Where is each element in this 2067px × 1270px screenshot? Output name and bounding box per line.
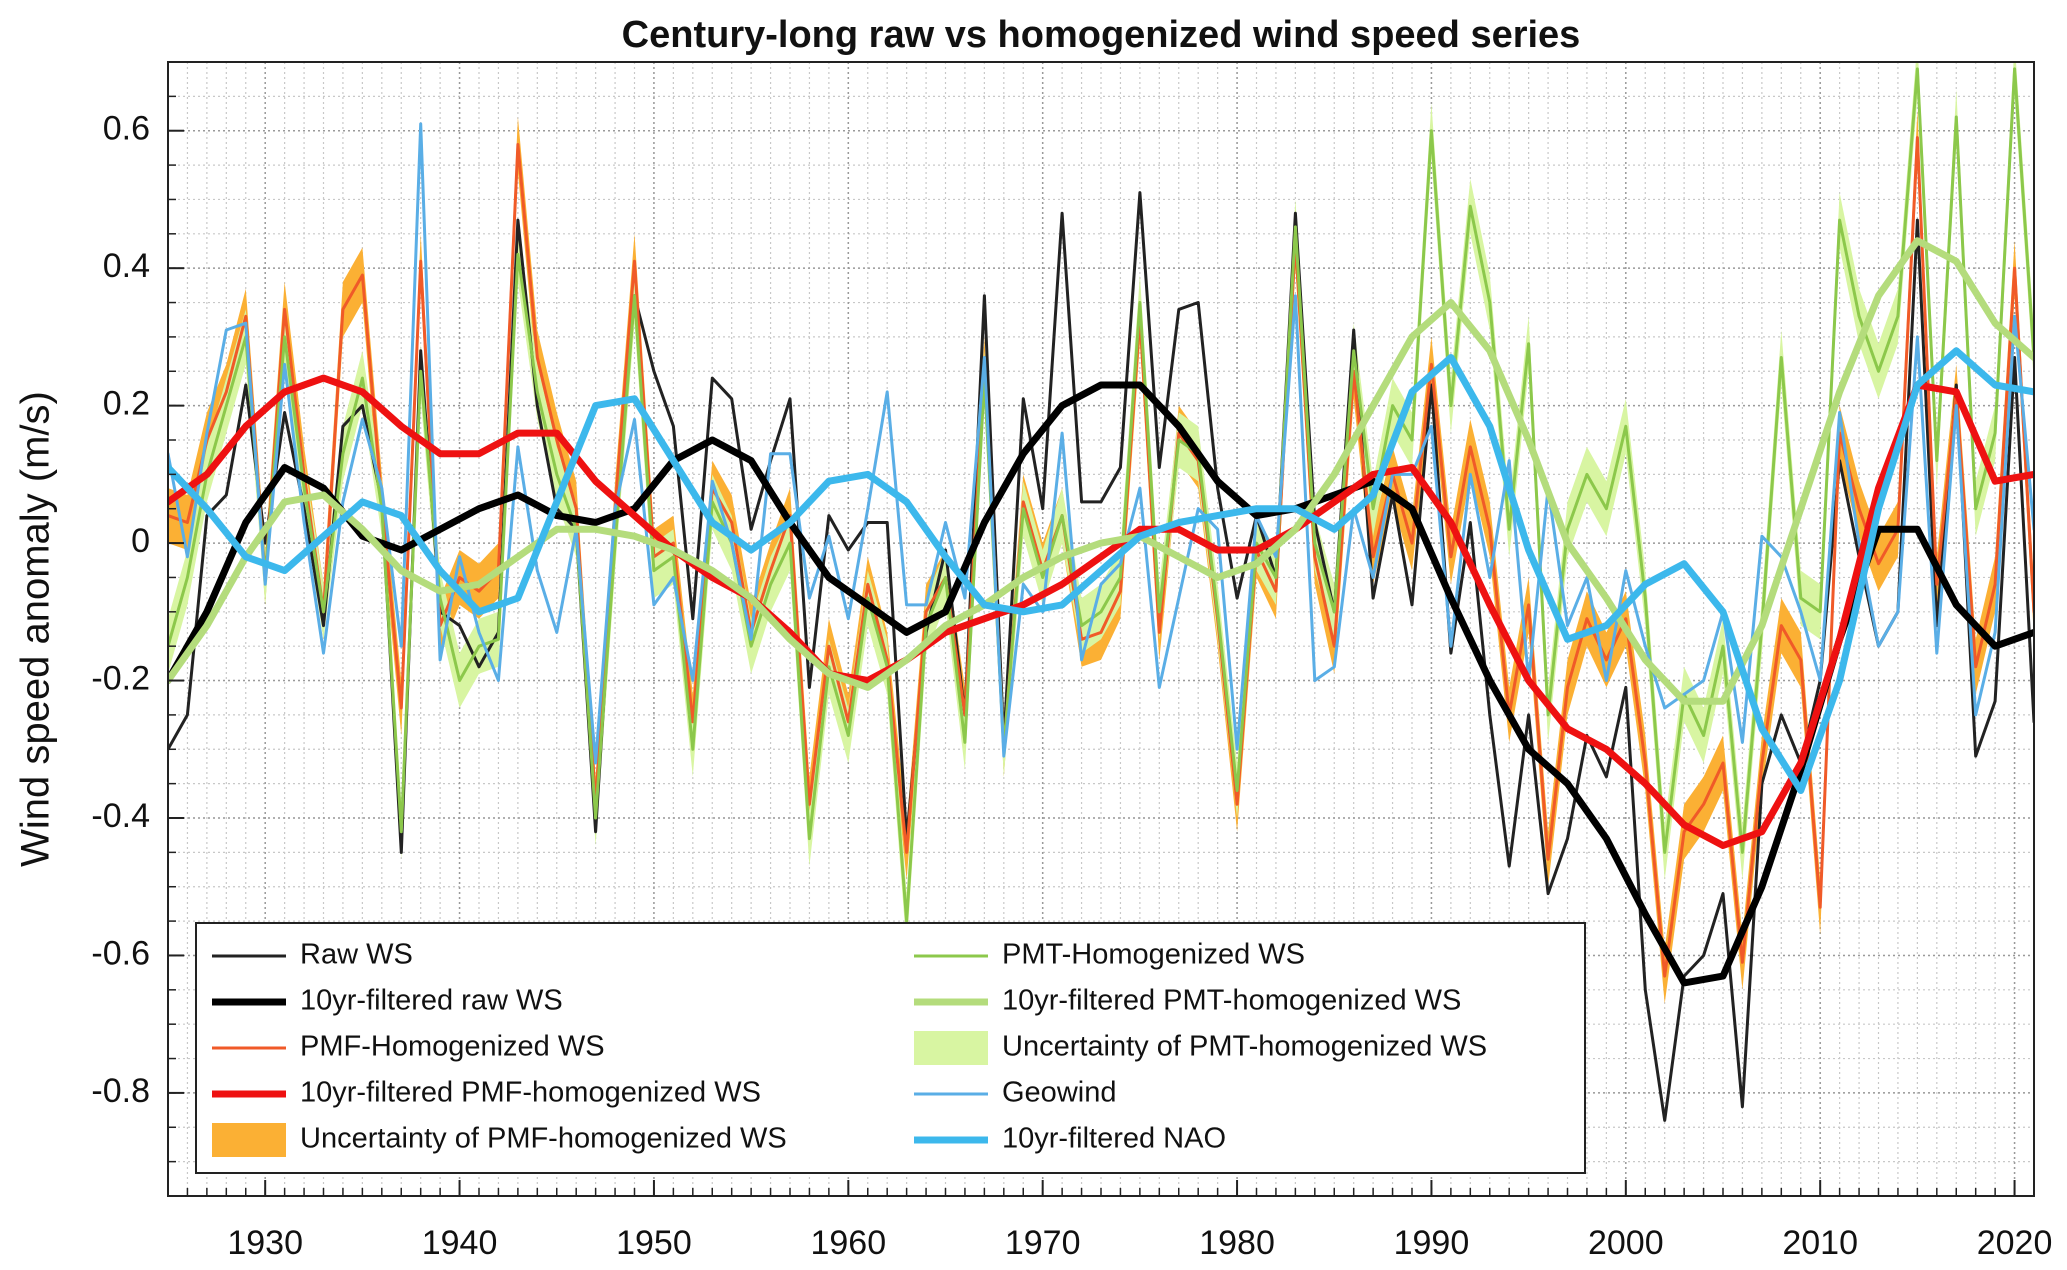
y-axis-label: Wind speed anomaly (m/s) [14, 391, 58, 867]
x-tick-label: 2020 [1977, 1224, 2053, 1262]
legend-label: Raw WS [300, 939, 413, 971]
legend-box [195, 922, 1586, 1174]
x-tick-label: 1960 [810, 1224, 886, 1262]
legend-label: PMF-Homogenized WS [300, 1031, 605, 1063]
x-tick-label: 1950 [616, 1224, 692, 1262]
y-tick-label: 0 [131, 522, 150, 560]
legend-label: Uncertainty of PMF-homogenized WS [300, 1123, 787, 1155]
line-series [168, 374, 2034, 849]
legend: Raw WS 10yr-filtered raw WS PMF-Homogenize… [195, 922, 1586, 1174]
line-series [168, 347, 2034, 794]
legend-label: Uncertainty of PMT-homogenized WS [1002, 1031, 1487, 1063]
y-tick-label: -0.4 [91, 797, 150, 835]
y-tick-label: -0.8 [91, 1072, 150, 1110]
legend-swatch [212, 1123, 286, 1157]
x-tick-label: 1970 [1005, 1224, 1081, 1262]
line-series [168, 136, 2034, 978]
series-layer [168, 62, 2034, 1122]
y-tick-label: 0.6 [103, 110, 150, 148]
x-tick-label: 1980 [1199, 1224, 1275, 1262]
legend-label: 10yr-filtered raw WS [300, 985, 563, 1017]
chart-title: Century-long raw vs homogenized wind spe… [622, 14, 1581, 56]
line-series [168, 381, 2034, 987]
line-series [168, 237, 2034, 705]
x-tick-label: 1990 [1394, 1224, 1470, 1262]
y-tick-label: -0.6 [91, 934, 150, 972]
x-tick-label: 2010 [1782, 1224, 1858, 1262]
legend-label: PMT-Homogenized WS [1002, 939, 1305, 971]
legend-swatch [914, 1031, 988, 1065]
x-tick-label: 2000 [1588, 1224, 1664, 1262]
y-tick-label: 0.2 [103, 385, 150, 423]
line-series [168, 191, 2034, 1122]
x-tick-label: 1930 [227, 1224, 303, 1262]
line-series [168, 67, 2034, 923]
y-tick-label: -0.2 [91, 660, 150, 698]
legend-label: 10yr-filtered PMF-homogenized WS [300, 1077, 761, 1109]
legend-label: Geowind [1002, 1077, 1116, 1109]
legend-label: 10yr-filtered PMT-homogenized WS [1002, 985, 1461, 1017]
axes: 1930 1940 1950 1960 1970 1980 1990 2000 2010 2020… [91, 61, 2053, 1262]
legend-label: 10yr-filtered NAO [1002, 1123, 1226, 1155]
x-tick-label: 1940 [422, 1224, 498, 1262]
y-tick-label: 0.4 [103, 247, 150, 285]
